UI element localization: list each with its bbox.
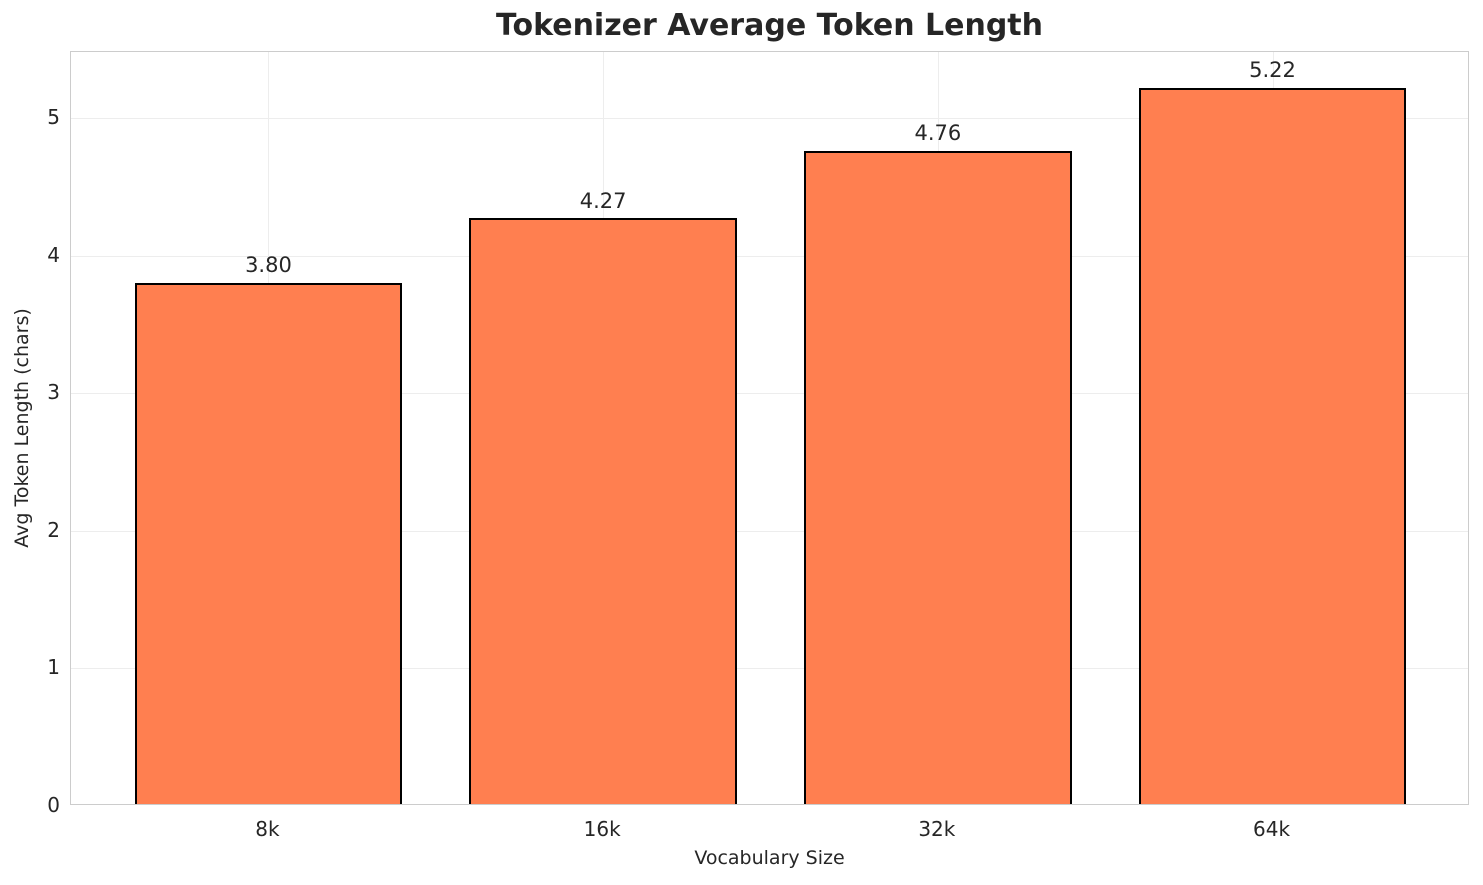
- bar-value-label: 5.22: [1249, 57, 1296, 82]
- plot-area: 3.80 4.27 4.76 5.22: [70, 51, 1469, 805]
- bar-value-label: 4.27: [579, 188, 627, 213]
- y-tick-label: 3: [47, 380, 60, 405]
- bar-value-label: 4.76: [914, 121, 962, 146]
- h-gridline: [71, 255, 1468, 257]
- x-tick-label: 16k: [583, 817, 621, 841]
- bar: [134, 283, 403, 804]
- bar-value-label: 3.80: [245, 253, 292, 278]
- y-tick-label: 0: [47, 793, 60, 817]
- h-gridline: [71, 118, 1468, 120]
- bar: [803, 151, 1072, 804]
- bar: [469, 218, 738, 804]
- y-axis-label: Avg Token Length (chars): [11, 308, 33, 548]
- y-tick-label: 4: [47, 242, 60, 267]
- x-tick-label: 32k: [918, 817, 956, 841]
- y-tick-label: 1: [47, 655, 60, 680]
- x-tick-label: 8k: [255, 817, 280, 841]
- y-tick-label: 2: [47, 517, 60, 542]
- h-gridline: [71, 668, 1468, 670]
- y-tick-label: 5: [47, 105, 60, 130]
- chart-title: Tokenizer Average Token Length: [495, 8, 1043, 43]
- x-tick-label: 64k: [1253, 817, 1291, 841]
- h-gridline: [71, 530, 1468, 532]
- h-gridline: [71, 393, 1468, 395]
- bar: [1138, 87, 1407, 804]
- x-axis-label: Vocabulary Size: [694, 847, 845, 869]
